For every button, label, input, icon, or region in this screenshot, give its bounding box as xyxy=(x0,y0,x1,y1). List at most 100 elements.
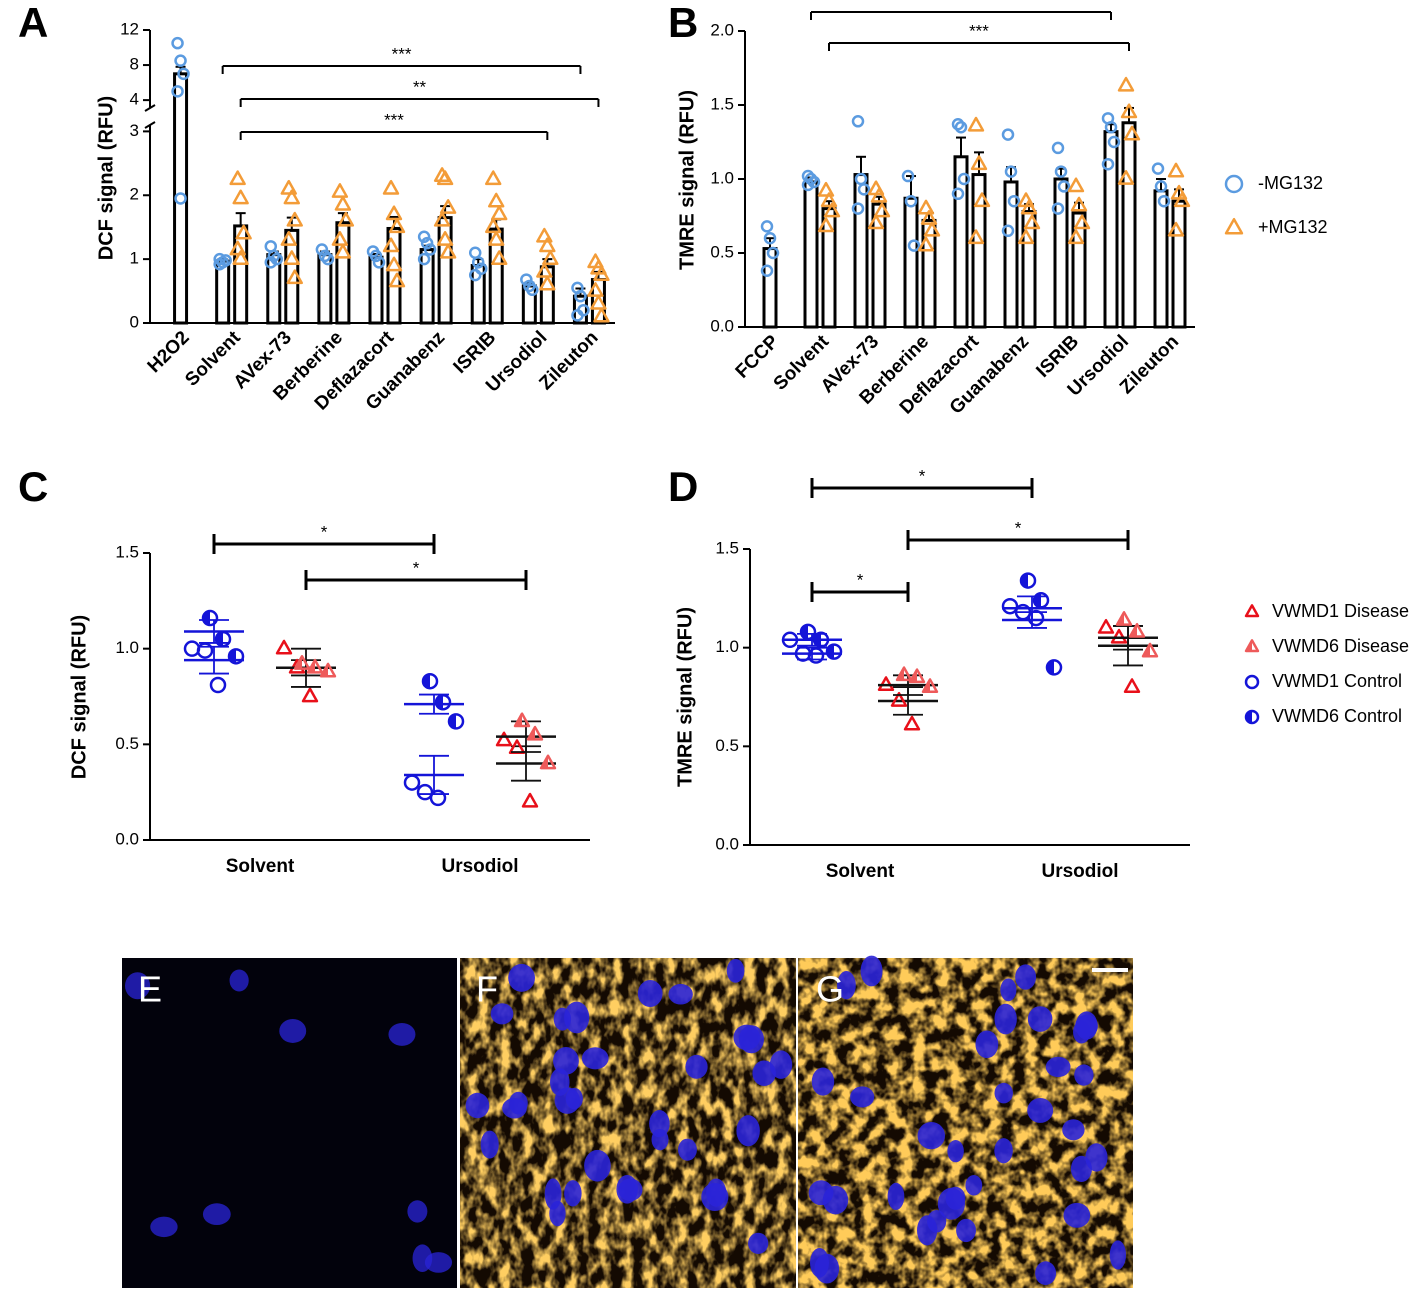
marker-outline xyxy=(491,205,508,221)
data-point xyxy=(593,307,610,323)
data-point xyxy=(1167,221,1185,237)
data-point xyxy=(319,662,337,678)
data-point xyxy=(232,189,249,205)
data-point xyxy=(574,289,587,303)
marker-outline xyxy=(264,256,278,269)
bar xyxy=(488,227,504,325)
data-point xyxy=(201,609,219,627)
marker-outline xyxy=(812,631,830,649)
marker-outline xyxy=(1141,642,1159,658)
marker-outline xyxy=(526,283,539,297)
marker-outline xyxy=(201,609,219,627)
nucleus xyxy=(490,1003,514,1025)
marker-outline xyxy=(817,181,835,197)
data-point xyxy=(967,229,985,245)
marker-outline xyxy=(1157,194,1171,208)
marker-outline xyxy=(280,179,297,195)
significance-bracket xyxy=(810,582,910,602)
data-point xyxy=(439,243,457,259)
data-point xyxy=(315,243,329,256)
nuclei xyxy=(124,955,1127,1286)
marker-outline xyxy=(799,623,817,641)
y-tick-label: 3 xyxy=(130,121,139,140)
data-point xyxy=(760,220,774,233)
marker-outline xyxy=(174,54,187,67)
marker-outline xyxy=(917,236,935,252)
axis-break xyxy=(144,104,156,112)
marker-outline xyxy=(331,231,349,246)
marker-outline xyxy=(1051,202,1065,215)
marker-outline xyxy=(306,658,324,674)
marker-outline xyxy=(416,783,434,801)
nucleus xyxy=(736,1115,760,1147)
marker-outline xyxy=(954,120,968,134)
data-point xyxy=(587,282,604,297)
marker-outline xyxy=(417,230,431,244)
marker-outline xyxy=(1101,157,1115,171)
significance-label: * xyxy=(857,570,864,589)
nucleus xyxy=(860,955,883,987)
x-tick-label: Solvent xyxy=(226,856,295,877)
nucleus xyxy=(726,958,745,983)
data-point xyxy=(825,643,843,660)
nucleus xyxy=(565,1087,583,1110)
nucleus xyxy=(1085,1143,1108,1172)
panel-label: C xyxy=(18,463,48,510)
data-point xyxy=(337,211,355,227)
marker-outline xyxy=(1224,174,1244,194)
nucleus xyxy=(550,1068,570,1096)
y-axis-title: DCF signal (RFU) xyxy=(95,96,117,260)
data-point xyxy=(1067,229,1085,245)
data-point xyxy=(877,676,895,692)
data-point xyxy=(485,218,502,234)
nucleus xyxy=(917,1121,946,1150)
legend-label: VWMD6 Control xyxy=(1272,706,1402,726)
marker-outline xyxy=(1073,214,1091,230)
marker-outline xyxy=(1244,639,1260,653)
marker-outline xyxy=(593,307,610,323)
image-e xyxy=(122,958,457,1288)
marker-outline xyxy=(1104,120,1118,134)
y-tick-label: 0.5 xyxy=(115,734,139,753)
marker-outline xyxy=(1067,177,1085,193)
marker-outline xyxy=(439,199,457,214)
data-point xyxy=(817,217,835,233)
nucleus xyxy=(279,1018,307,1043)
marker-outline xyxy=(763,231,777,245)
marker-outline xyxy=(372,256,386,269)
bar xyxy=(1153,189,1169,329)
marker-outline xyxy=(1001,128,1015,141)
data-point xyxy=(870,187,888,203)
data-point xyxy=(590,294,607,310)
data-point xyxy=(954,120,968,134)
nucleus xyxy=(965,1174,983,1196)
marker-outline xyxy=(817,217,835,233)
bar xyxy=(1171,199,1187,329)
marker-outline xyxy=(286,269,303,285)
legend-marker xyxy=(1244,674,1260,690)
data-point xyxy=(388,272,406,288)
significance-label: * xyxy=(413,558,420,577)
data-point xyxy=(196,642,214,659)
data-point xyxy=(232,250,249,265)
marker-outline xyxy=(825,643,843,660)
data-point xyxy=(421,672,439,690)
data-point xyxy=(539,275,556,291)
marker-outline xyxy=(903,715,921,731)
error-bar xyxy=(956,136,966,157)
data-point xyxy=(1027,609,1045,627)
data-point xyxy=(851,202,865,215)
data-point xyxy=(920,210,938,225)
x-tick-label: Ursodiol xyxy=(1041,861,1118,882)
legend-label: VWMD1 Disease xyxy=(1272,601,1409,621)
marker-outline xyxy=(1128,622,1146,638)
data-point xyxy=(1097,618,1115,634)
data-point xyxy=(521,792,539,808)
y-tick-label: 0.0 xyxy=(710,316,734,335)
marker-outline xyxy=(526,725,544,741)
significance-label: *** xyxy=(384,110,404,129)
data-point xyxy=(967,116,985,132)
nucleus xyxy=(994,1138,1013,1164)
marker-outline xyxy=(920,210,938,225)
data-point xyxy=(416,783,434,801)
